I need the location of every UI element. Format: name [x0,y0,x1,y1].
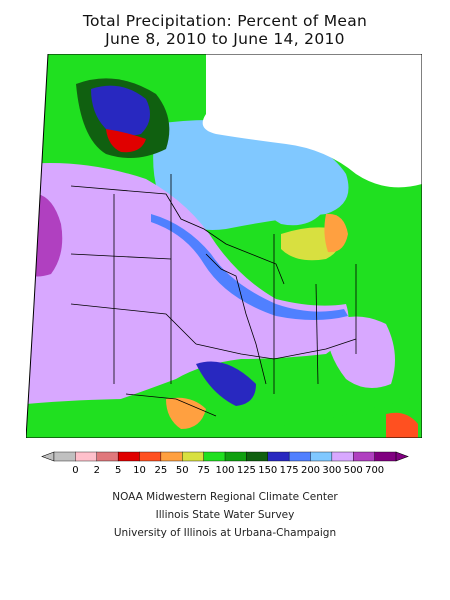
legend-label: 10 [133,465,146,476]
legend-label: 25 [155,465,168,476]
legend-swatch [96,451,119,462]
map-border [26,54,422,438]
map-date-range: June 8, 2010 to June 14, 2010 [105,30,345,48]
legend-swatch [160,451,183,462]
precipitation-map [26,54,422,438]
legend-label: 150 [258,465,277,476]
legend-swatch [117,451,140,462]
legend-swatch [224,451,247,462]
credit-uiuc: University of Illinois at Urbana-Champai… [113,527,337,539]
zone-no-data-canada [202,54,422,188]
legend-swatch [246,451,269,462]
legend-swatch [353,451,376,462]
legend-label: 175 [280,465,299,476]
state-boundaries [70,174,357,417]
legend-swatch [203,451,226,462]
legend-arrow-right [395,451,409,462]
legend-swatch [310,451,333,462]
legend-swatch [75,451,98,462]
legend-swatch [374,451,397,462]
zone-south-green [26,394,422,438]
zone-southeast-red [386,412,418,438]
zone-west-lilac [26,163,349,407]
color-legend: 0 2 5 10 25 50 75 100 125 150 175 200 300 500 700 [41,451,409,476]
credit-noaa: NOAA Midwestern Regional Climate Center [112,491,338,503]
legend-arrow-left [41,451,55,462]
zone-ohio-lilac [326,316,395,388]
legend-label: 0 [72,465,78,476]
zone-south-darkblue [196,361,256,406]
legend-label: 2 [94,465,100,476]
legend-label: 125 [237,465,256,476]
legend-swatch [53,451,76,462]
precipitation-field [26,54,422,438]
zone-northwest-darkblue [91,85,150,136]
legend-label: 75 [197,465,210,476]
legend-swatch [182,451,205,462]
zone-michigan-lightblue [261,161,323,226]
legend-label: 500 [344,465,363,476]
legend-swatch [267,451,290,462]
zone-south-orange [166,397,206,429]
zone-east-orange [324,213,348,253]
legend-label: 50 [176,465,189,476]
legend-swatch [139,451,162,462]
zone-northwest-red [106,129,146,153]
legend-label: 5 [115,465,121,476]
legend-label: 100 [215,465,234,476]
legend-label: 700 [365,465,384,476]
legend-label: 300 [322,465,341,476]
map-title: Total Precipitation: Percent of Mean [82,12,368,30]
credit-isws: Illinois State Water Survey [155,509,295,521]
legend-swatch [288,451,311,462]
legend-labels: 0 2 5 10 25 50 75 100 125 150 175 200 300 500 700 [72,465,384,476]
legend-swatch [331,451,354,462]
legend-label: 200 [301,465,320,476]
legend-swatches [41,451,409,462]
